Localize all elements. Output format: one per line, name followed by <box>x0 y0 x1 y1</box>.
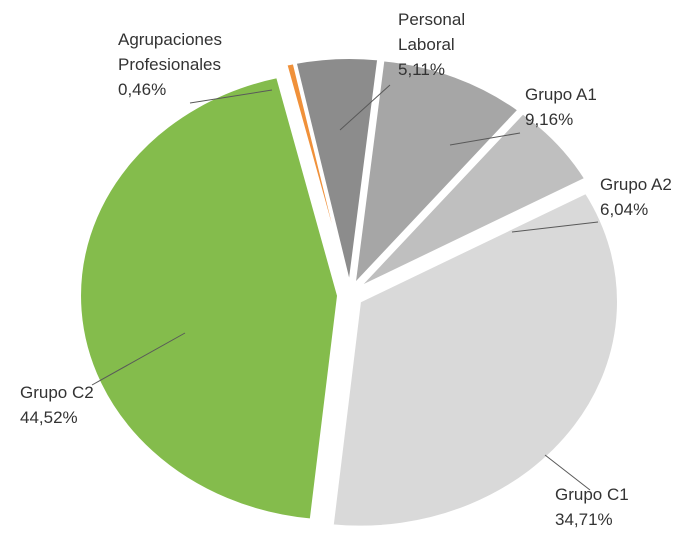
leader-line <box>511 221 599 233</box>
slice-value-label: 0,46% <box>118 80 166 99</box>
slice-value-label: 5,11% <box>398 60 445 79</box>
leader-line <box>449 132 521 146</box>
slice-label: Grupo C2 <box>20 383 94 402</box>
pie-slice <box>353 59 520 287</box>
slice-label: Grupo A2 <box>600 175 672 194</box>
pie-slice <box>285 62 349 284</box>
pie-slice <box>79 75 340 521</box>
slice-value-label: 9,16% <box>525 110 573 129</box>
pie-slice <box>358 112 587 289</box>
slice-value-label: 44,52% <box>20 408 78 427</box>
slice-value-label: 34,71% <box>555 510 613 529</box>
slice-label: Personal Laboral <box>398 10 465 54</box>
slice-label: Grupo C1 <box>555 485 629 504</box>
slice-value-label: 6,04% <box>600 200 648 219</box>
pie-slice <box>331 191 619 528</box>
slice-label: Agrupaciones Profesionales <box>118 30 222 74</box>
slice-label: Grupo A1 <box>525 85 597 104</box>
leader-line <box>339 84 391 131</box>
leader-line <box>189 89 273 104</box>
leader-line <box>91 332 186 386</box>
leader-line <box>544 454 591 491</box>
